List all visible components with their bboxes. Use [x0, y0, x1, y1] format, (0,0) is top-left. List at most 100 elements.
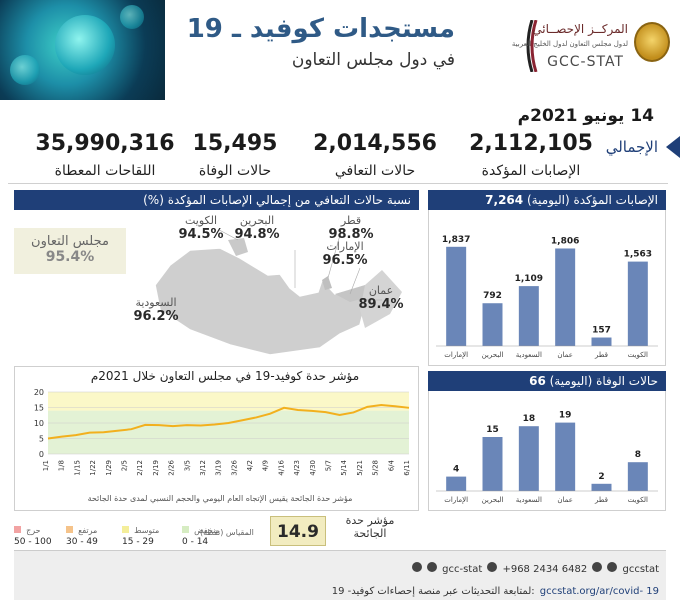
kpi-vaccines-value: 35,990,316 — [35, 131, 175, 156]
bar-category-label: السعودية — [516, 496, 542, 504]
x-tick-label: 2/19 — [152, 460, 160, 476]
bar — [446, 246, 467, 346]
country-pct: 96.2% — [133, 309, 179, 324]
bar-category-label: البحرين — [482, 351, 504, 359]
severity-band — [48, 392, 409, 411]
daily-deaths-total: 66 — [529, 374, 546, 388]
gcc-stat-logo: المركــز الإحصــائي لدول مجلس التعاون لد… — [480, 18, 670, 80]
legend-medium: متوسط 15 - 29 — [122, 518, 182, 547]
legend-name: حرج — [26, 526, 41, 535]
virus-cell-icon — [10, 55, 40, 85]
logo-stripes-icon — [526, 20, 538, 72]
x-tick-label: 4/23 — [293, 460, 301, 476]
virus-image — [0, 0, 165, 100]
bar — [591, 483, 612, 491]
severity-legend: منخفض 0 - 14 متوسط 15 - 29 مرتفع 30 - 49… — [14, 518, 244, 548]
country-pct: 98.8% — [328, 227, 374, 242]
footer-contacts: gcc-stat +968 2434 6482 gccstat — [264, 557, 659, 576]
legend-range: 15 - 29 — [122, 537, 154, 547]
country-name: البحرين — [239, 214, 275, 227]
country-pct: 89.4% — [358, 297, 404, 312]
legend-name: منخفض — [194, 526, 220, 535]
daily-confirmed-box — [428, 190, 666, 366]
x-tick-label: 6/11 — [403, 460, 411, 476]
bar-value-label: 1,837 — [442, 235, 470, 245]
country-pct: 96.5% — [322, 253, 368, 268]
twitter-icon — [592, 562, 603, 572]
country-name: الكويت — [184, 214, 218, 227]
x-tick-label: 2/5 — [120, 460, 128, 471]
bar-category-label: الإمارات — [444, 351, 468, 359]
footer-url[interactable]: gccstat.org/ar/covid- 19 — [539, 586, 659, 597]
gcc-name: مجلس التعاون — [31, 234, 109, 249]
bar — [446, 476, 467, 491]
legend-swatch — [122, 526, 129, 533]
x-tick-label: 4/9 — [262, 460, 270, 471]
virus-cell-icon — [55, 15, 115, 75]
page-subtitle: في دول مجلس التعاون — [291, 50, 455, 70]
kpi-confirmed-label: الإصابات المؤكدة — [481, 163, 581, 179]
bar-value-label: 157 — [592, 326, 611, 336]
legend-high: مرتفع 30 - 49 — [66, 518, 126, 547]
footer-handle[interactable]: gccstat — [622, 564, 659, 575]
daily-deaths-box — [428, 371, 666, 511]
kpi-recovered-value: 2,014,556 — [313, 131, 437, 156]
country-pct: 94.5% — [178, 227, 224, 242]
x-tick-label: 6/4 — [387, 459, 395, 471]
severity-gauge-label: مؤشر حدة الجائحة — [345, 514, 395, 540]
x-tick-label: 3/26 — [230, 459, 238, 475]
x-tick-label: 5/28 — [372, 460, 380, 476]
footer: gcc-stat +968 2434 6482 gccstat لمتابعة … — [14, 550, 666, 600]
country-kuwait: الكويت 94.5% — [166, 214, 236, 242]
org-name-en: GCC-STAT — [547, 54, 624, 70]
bar-value-label: 8 — [635, 450, 641, 460]
gcc-map — [154, 230, 402, 356]
x-tick-label: 1/15 — [73, 460, 81, 476]
social-icon — [411, 562, 422, 572]
kpi-confirmed-value: 2,112,105 — [469, 131, 593, 156]
y-tick-label: 15 — [34, 404, 44, 413]
report-date: 14 يونيو 2021م — [517, 106, 654, 126]
divider — [8, 183, 668, 184]
social-icon — [427, 562, 438, 572]
bar-category-label: عمان — [557, 351, 573, 359]
footer-social[interactable]: gcc-stat — [442, 564, 483, 575]
gcc-emblem-icon — [634, 22, 670, 62]
virus-cell-icon — [120, 5, 144, 29]
daily-deaths-chart: 4 الإمارات 15 البحرين 18 السعودية 19 عمان 2 قطر 8 ا… — [436, 411, 658, 504]
daily-deaths-title: حالات الوفاة (اليومية) 66 — [428, 371, 666, 391]
x-tick-label: 5/7 — [325, 460, 333, 471]
bar-category-label: عمان — [557, 496, 573, 504]
qatar-shape — [322, 276, 332, 290]
legend-swatch — [182, 526, 189, 533]
y-tick-label: 0 — [39, 450, 44, 459]
bar — [518, 426, 539, 491]
bar — [627, 261, 648, 346]
footer-link-text: لمتابعة التحديثات عبر منصة إحصاءات كوفيد… — [331, 586, 535, 597]
legend-range: 0 - 14 — [182, 537, 209, 547]
bar — [482, 437, 503, 491]
x-tick-label: 1/8 — [58, 460, 66, 471]
country-name: السعودية — [135, 296, 177, 309]
country-name: الإمارات — [326, 240, 364, 253]
legend-critical: حرج 50 - 100 — [14, 518, 70, 547]
bar-category-label: الكويت — [628, 496, 648, 504]
x-tick-label: 1/22 — [89, 460, 97, 476]
country-name: قطر — [340, 214, 362, 227]
x-tick-label: 3/5 — [183, 460, 191, 471]
gcc-recovery-card: مجلس التعاون 95.4% — [14, 228, 126, 274]
org-name-ar: المركــز الإحصــائي — [532, 22, 628, 36]
bar-value-label: 1,563 — [624, 250, 652, 260]
bar — [591, 337, 612, 346]
legend-low: منخفض 0 - 14 — [182, 518, 242, 547]
severity-line — [47, 404, 410, 440]
country-name: عمان — [368, 284, 394, 297]
footer-phone: +968 2434 6482 — [502, 564, 588, 575]
bar-category-label: السعودية — [516, 351, 542, 359]
x-tick-label: 1/29 — [105, 460, 113, 476]
instagram-icon — [607, 562, 618, 572]
kpi-deaths-label: حالات الوفاة — [198, 163, 272, 179]
x-tick-label: 4/30 — [309, 460, 317, 476]
kpi-vaccines-label: اللقاحات المعطاة — [54, 163, 156, 179]
bar-value-label: 2 — [598, 472, 604, 482]
